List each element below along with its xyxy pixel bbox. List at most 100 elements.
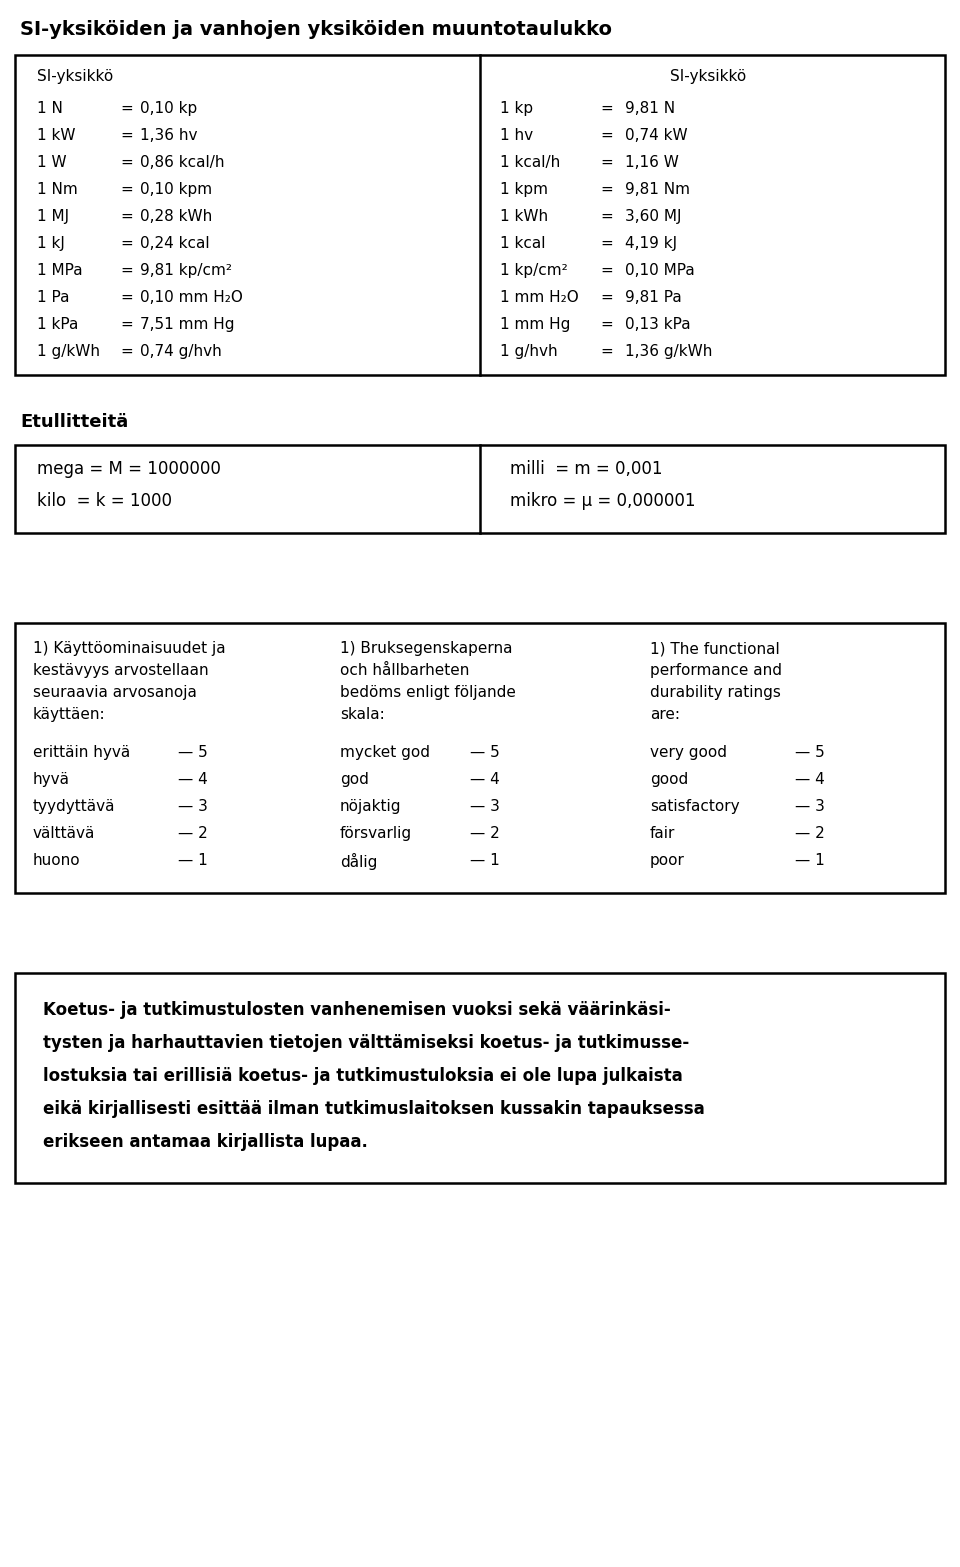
Text: =: = xyxy=(120,263,132,277)
Text: 9,81 kp/cm²: 9,81 kp/cm² xyxy=(140,263,232,277)
Text: =: = xyxy=(600,182,612,197)
Text: =: = xyxy=(120,237,132,251)
Text: 1 kcal/h: 1 kcal/h xyxy=(500,155,561,169)
Text: 1 kcal: 1 kcal xyxy=(500,237,545,251)
Text: 1 g/kWh: 1 g/kWh xyxy=(37,345,100,359)
Bar xyxy=(15,445,945,533)
Text: =: = xyxy=(600,128,612,143)
Text: 0,86 kcal/h: 0,86 kcal/h xyxy=(140,155,225,169)
Bar xyxy=(15,973,945,1183)
Text: eikä kirjallisesti esittää ilman tutkimuslaitoksen kussakin tapauksessa: eikä kirjallisesti esittää ilman tutkimu… xyxy=(43,1100,705,1117)
Text: =: = xyxy=(600,317,612,332)
Text: SI-yksikkö: SI-yksikkö xyxy=(37,69,113,85)
Text: Koetus- ja tutkimustulosten vanhenemisen vuoksi sekä väärinkäsi-: Koetus- ja tutkimustulosten vanhenemisen… xyxy=(43,1001,671,1019)
Text: 1 mm H₂O: 1 mm H₂O xyxy=(500,290,579,306)
Text: 0,13 kPa: 0,13 kPa xyxy=(625,317,690,332)
Text: välttävä: välttävä xyxy=(33,826,95,841)
Text: SI-yksiköiden ja vanhojen yksiköiden muuntotaulukko: SI-yksiköiden ja vanhojen yksiköiden muu… xyxy=(20,20,612,39)
Text: — 3: — 3 xyxy=(178,799,208,813)
Text: =: = xyxy=(600,155,612,169)
Text: kilo  = k = 1000: kilo = k = 1000 xyxy=(37,492,172,509)
Text: 0,10 mm H₂O: 0,10 mm H₂O xyxy=(140,290,243,306)
Text: 1 kW: 1 kW xyxy=(37,128,76,143)
Text: durability ratings: durability ratings xyxy=(650,685,780,700)
Text: tyydyttävä: tyydyttävä xyxy=(33,799,115,813)
Text: 0,74 kW: 0,74 kW xyxy=(625,128,687,143)
Text: 1,16 W: 1,16 W xyxy=(625,155,679,169)
Text: =: = xyxy=(120,317,132,332)
Text: 0,10 kpm: 0,10 kpm xyxy=(140,182,212,197)
Text: — 2: — 2 xyxy=(470,826,500,841)
Text: 4,19 kJ: 4,19 kJ xyxy=(625,237,677,251)
Text: lostuksia tai erillisiä koetus- ja tutkimustuloksia ei ole lupa julkaista: lostuksia tai erillisiä koetus- ja tutki… xyxy=(43,1067,683,1084)
Text: bedöms enligt följande: bedöms enligt följande xyxy=(340,685,516,700)
Text: milli  = m = 0,001: milli = m = 0,001 xyxy=(510,461,662,478)
Text: 1 hv: 1 hv xyxy=(500,128,533,143)
Text: =: = xyxy=(120,128,132,143)
Text: 1 Pa: 1 Pa xyxy=(37,290,69,306)
Text: 3,60 MJ: 3,60 MJ xyxy=(625,208,682,224)
Text: — 4: — 4 xyxy=(795,773,825,787)
Text: hyvä: hyvä xyxy=(33,773,70,787)
Text: 1) The functional: 1) The functional xyxy=(650,641,780,657)
Text: — 4: — 4 xyxy=(470,773,500,787)
Text: kestävyys arvostellaan: kestävyys arvostellaan xyxy=(33,663,208,679)
Text: erittäin hyvä: erittäin hyvä xyxy=(33,744,131,760)
Text: 0,74 g/hvh: 0,74 g/hvh xyxy=(140,345,222,359)
Text: 1 W: 1 W xyxy=(37,155,66,169)
Text: 1 kPa: 1 kPa xyxy=(37,317,79,332)
Text: =: = xyxy=(600,345,612,359)
Text: 9,81 N: 9,81 N xyxy=(625,100,675,116)
Text: =: = xyxy=(120,182,132,197)
Bar xyxy=(15,55,945,375)
Text: 1 kp: 1 kp xyxy=(500,100,533,116)
Text: seuraavia arvosanoja: seuraavia arvosanoja xyxy=(33,685,197,700)
Text: =: = xyxy=(600,290,612,306)
Text: — 3: — 3 xyxy=(795,799,825,813)
Text: försvarlig: försvarlig xyxy=(340,826,412,841)
Text: och hållbarheten: och hållbarheten xyxy=(340,663,469,679)
Bar xyxy=(15,624,945,893)
Text: performance and: performance and xyxy=(650,663,782,679)
Text: =: = xyxy=(600,100,612,116)
Text: satisfactory: satisfactory xyxy=(650,799,739,813)
Text: tysten ja harhauttavien tietojen välttämiseksi koetus- ja tutkimusse-: tysten ja harhauttavien tietojen välttäm… xyxy=(43,1034,689,1051)
Text: 1 mm Hg: 1 mm Hg xyxy=(500,317,570,332)
Text: 1,36 hv: 1,36 hv xyxy=(140,128,198,143)
Text: — 1: — 1 xyxy=(178,852,207,868)
Text: 0,24 kcal: 0,24 kcal xyxy=(140,237,209,251)
Text: 1) Käyttöominaisuudet ja: 1) Käyttöominaisuudet ja xyxy=(33,641,226,657)
Text: =: = xyxy=(120,290,132,306)
Text: 1 kWh: 1 kWh xyxy=(500,208,548,224)
Text: 0,28 kWh: 0,28 kWh xyxy=(140,208,212,224)
Text: — 2: — 2 xyxy=(178,826,207,841)
Text: =: = xyxy=(600,208,612,224)
Text: 1 MJ: 1 MJ xyxy=(37,208,69,224)
Text: =: = xyxy=(600,263,612,277)
Text: — 5: — 5 xyxy=(470,744,500,760)
Text: — 5: — 5 xyxy=(178,744,207,760)
Text: — 1: — 1 xyxy=(470,852,500,868)
Text: =: = xyxy=(120,155,132,169)
Text: 1,36 g/kWh: 1,36 g/kWh xyxy=(625,345,712,359)
Text: god: god xyxy=(340,773,369,787)
Text: 7,51 mm Hg: 7,51 mm Hg xyxy=(140,317,234,332)
Text: skala:: skala: xyxy=(340,707,385,722)
Text: mycket god: mycket god xyxy=(340,744,430,760)
Text: fair: fair xyxy=(650,826,676,841)
Text: 1 N: 1 N xyxy=(37,100,62,116)
Text: 1 g/hvh: 1 g/hvh xyxy=(500,345,558,359)
Text: mega = M = 1000000: mega = M = 1000000 xyxy=(37,461,221,478)
Text: — 3: — 3 xyxy=(470,799,500,813)
Text: 1 kp/cm²: 1 kp/cm² xyxy=(500,263,567,277)
Text: mikro = μ = 0,000001: mikro = μ = 0,000001 xyxy=(510,492,695,509)
Text: 9,81 Pa: 9,81 Pa xyxy=(625,290,682,306)
Text: very good: very good xyxy=(650,744,727,760)
Text: Etullitteitä: Etullitteitä xyxy=(20,414,129,431)
Text: 1) Bruksegenskaperna: 1) Bruksegenskaperna xyxy=(340,641,513,657)
Text: huono: huono xyxy=(33,852,81,868)
Text: =: = xyxy=(120,100,132,116)
Text: 0,10 MPa: 0,10 MPa xyxy=(625,263,695,277)
Text: 9,81 Nm: 9,81 Nm xyxy=(625,182,690,197)
Text: 1 Nm: 1 Nm xyxy=(37,182,78,197)
